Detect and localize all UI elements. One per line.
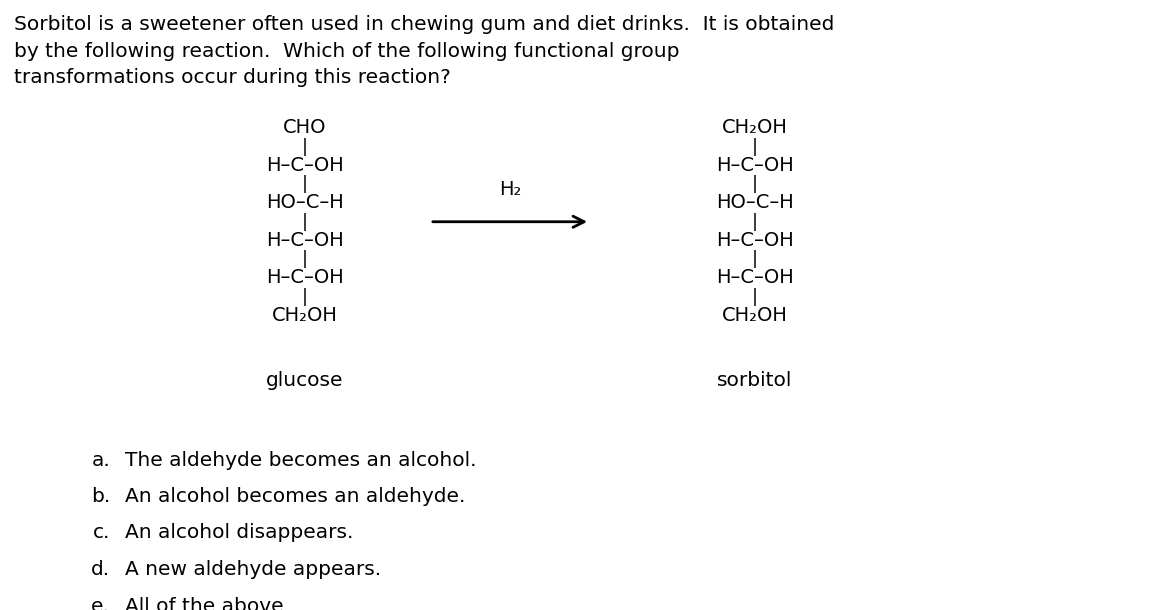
Text: |: | [303, 175, 308, 193]
Text: |: | [303, 213, 308, 231]
Text: b.: b. [91, 487, 110, 506]
Text: |: | [752, 138, 758, 156]
Text: |: | [752, 175, 758, 193]
Text: CH₂OH: CH₂OH [722, 118, 788, 137]
Text: The aldehyde becomes an alcohol.: The aldehyde becomes an alcohol. [125, 451, 477, 470]
Text: sorbitol: sorbitol [717, 371, 793, 390]
Text: d.: d. [91, 560, 110, 579]
Text: |: | [752, 288, 758, 306]
Text: e.: e. [91, 597, 110, 610]
Text: H–C–OH: H–C–OH [266, 268, 343, 287]
Text: CH₂OH: CH₂OH [272, 306, 338, 325]
Text: H–C–OH: H–C–OH [716, 156, 794, 175]
Text: |: | [303, 288, 308, 306]
Text: HO–C–H: HO–C–H [716, 193, 794, 212]
Text: |: | [303, 250, 308, 268]
Text: CHO: CHO [284, 118, 327, 137]
Text: a.: a. [91, 451, 110, 470]
Text: H–C–OH: H–C–OH [266, 231, 343, 250]
Text: |: | [752, 213, 758, 231]
Text: All of the above: All of the above [125, 597, 284, 610]
Text: A new aldehyde appears.: A new aldehyde appears. [125, 560, 381, 579]
Text: H–C–OH: H–C–OH [716, 268, 794, 287]
Text: c.: c. [92, 523, 110, 542]
Text: An alcohol becomes an aldehyde.: An alcohol becomes an aldehyde. [125, 487, 465, 506]
Text: |: | [303, 138, 308, 156]
Text: glucose: glucose [266, 371, 343, 390]
Text: HO–C–H: HO–C–H [266, 193, 343, 212]
Text: Sorbitol is a sweetener often used in chewing gum and diet drinks.  It is obtain: Sorbitol is a sweetener often used in ch… [14, 15, 834, 87]
Text: H₂: H₂ [499, 180, 521, 199]
Text: H–C–OH: H–C–OH [716, 231, 794, 250]
Text: H–C–OH: H–C–OH [266, 156, 343, 175]
Text: CH₂OH: CH₂OH [722, 306, 788, 325]
Text: |: | [752, 250, 758, 268]
Text: An alcohol disappears.: An alcohol disappears. [125, 523, 354, 542]
